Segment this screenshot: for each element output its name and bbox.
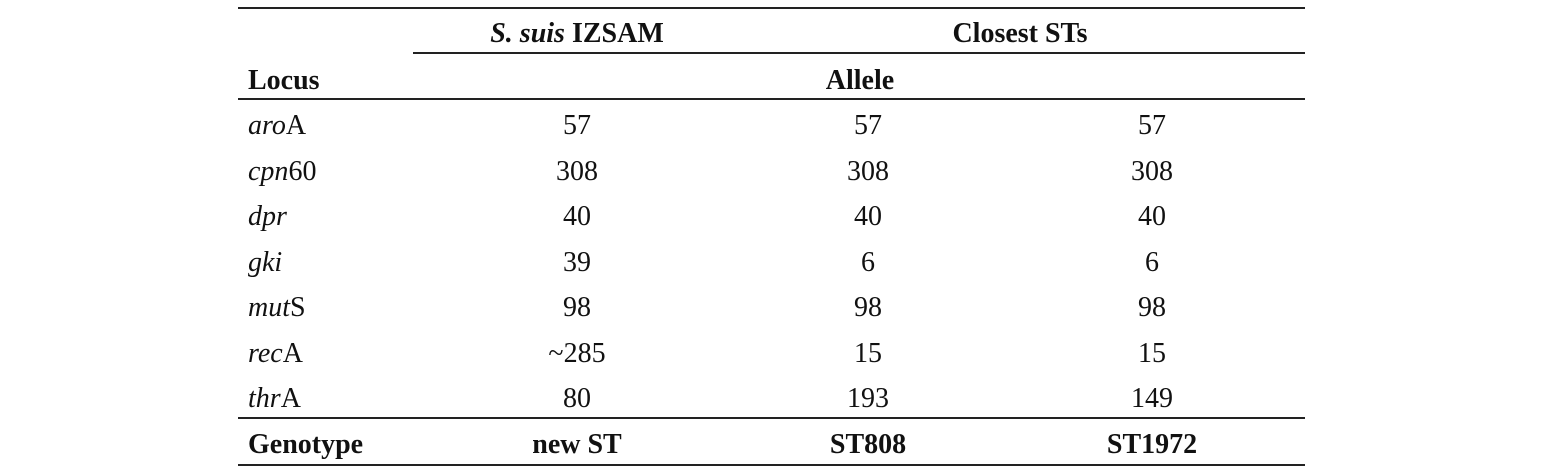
allele-cell: 149	[1131, 383, 1173, 414]
footer-rule	[238, 417, 1305, 419]
locus-rest: 60	[288, 155, 317, 187]
allele-cell: 80	[563, 383, 591, 414]
allele-cell: 308	[1131, 155, 1173, 187]
locus-italic: gki	[248, 246, 283, 278]
genotype-cell: new ST	[532, 429, 622, 460]
group-header-italic: S. suis	[490, 18, 565, 49]
locus-cell: gki	[248, 243, 282, 283]
allele-cell: 40	[854, 201, 882, 232]
group-header: S. suis IZSAM	[447, 14, 707, 54]
header-rule	[238, 98, 1305, 100]
allele-cell: 57	[563, 110, 591, 141]
allele-cell: 57	[854, 110, 882, 141]
locus-cell: recA	[248, 334, 303, 374]
allele-cell: 57	[1138, 110, 1166, 141]
genotype-cell: ST1972	[1106, 429, 1198, 460]
row-label-header: Locus	[248, 65, 320, 96]
locus-cell: cpn60	[248, 152, 316, 192]
allele-cell: 40	[563, 201, 591, 232]
allele-cell: 15	[854, 337, 882, 369]
subheader: Allele	[825, 65, 895, 96]
top-rule	[238, 7, 1305, 9]
allele-cell: 98	[854, 292, 882, 323]
group-rule	[413, 52, 1305, 54]
allele-cell: ~285	[548, 337, 606, 369]
locus-rest: A	[282, 337, 303, 369]
locus-rest: S	[290, 292, 306, 323]
locus-cell: aroA	[248, 106, 306, 146]
genotype-cell: ST808	[829, 429, 907, 460]
allele-cell: 6	[861, 246, 875, 278]
allele-cell: 6	[1145, 246, 1159, 278]
group-header-rest: IZSAM	[571, 18, 664, 49]
bottom-rule	[238, 464, 1305, 466]
locus-rest: A	[280, 383, 301, 414]
locus-cell: mutS	[248, 288, 306, 328]
allele-cell: 15	[1138, 337, 1166, 369]
allele-cell: 98	[1138, 292, 1166, 323]
allele-cell: 193	[847, 383, 889, 414]
locus-italic: thr	[248, 383, 281, 414]
footer-label: Genotype	[248, 429, 364, 460]
locus-italic: cpn	[248, 155, 289, 187]
locus-italic: dpr	[248, 201, 287, 232]
allele-cell: 39	[563, 246, 591, 278]
allele-cell: 308	[847, 155, 889, 187]
allele-cell: 308	[556, 155, 598, 187]
group-header: Closest STs	[952, 18, 1088, 49]
locus-rest: A	[285, 110, 307, 141]
locus-italic: aro	[248, 110, 286, 141]
allele-cell: 98	[563, 292, 591, 323]
locus-italic: mut	[248, 292, 290, 323]
locus-italic: rec	[248, 337, 283, 369]
locus-cell: dpr	[248, 197, 287, 237]
locus-cell: thrA	[248, 379, 301, 419]
allele-cell: 40	[1138, 201, 1166, 232]
